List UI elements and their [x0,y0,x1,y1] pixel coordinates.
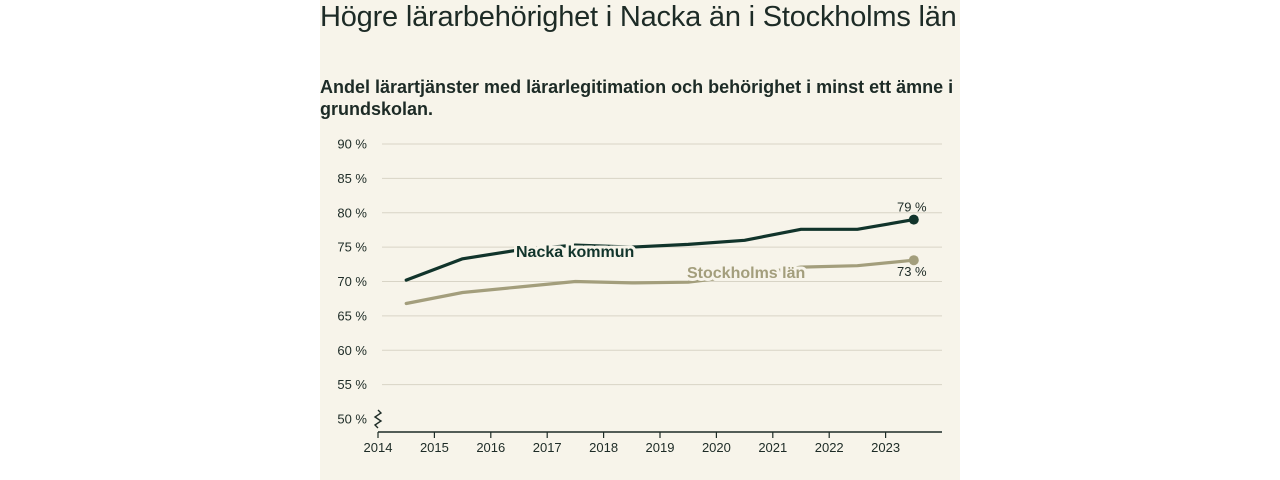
end-marker-nacka [908,214,919,225]
x-tick-label: 2020 [702,440,731,455]
axis-break-icon [373,409,383,429]
y-tick-label: 90 % [337,137,367,152]
x-tick-label: 2023 [871,440,900,455]
end-marker-stockholm [908,255,919,266]
series-line-stockholm [404,258,916,306]
x-tick-label: 2019 [646,440,675,455]
x-tick-label: 2014 [364,440,393,455]
chart-subtitle: Andel lärartjänster med lärarlegitimatio… [320,77,954,119]
x-tick-label: 2016 [476,440,505,455]
y-tick-label: 65 % [337,308,367,323]
line-chart: 50 % 55 % 60 % 65 % 70 % 75 % 80 % 85 % 90 % 2014… [337,137,942,455]
series-label-nacka: Nacka kommun [516,244,634,261]
chart-card: Högre lärarbehörighet i Nacka än i Stock… [320,0,960,480]
y-tick-label: 70 % [337,274,367,289]
series-label-stockholm: Stockholms län [687,265,805,282]
y-tick-label: 85 % [337,171,367,186]
y-tick-label: 50 % [337,412,367,427]
series-line-nacka [404,218,916,282]
x-tick-label: 2022 [815,440,844,455]
x-tick-label: 2021 [758,440,787,455]
y-tick-label: 75 % [337,240,367,255]
y-tick-label: 60 % [337,343,367,358]
end-label-nacka: 79 % [897,200,927,215]
x-tick-label: 2018 [589,440,618,455]
x-tick-label: 2017 [533,440,562,455]
y-tick-label: 80 % [337,205,367,220]
end-label-stockholm: 73 % [897,264,927,279]
y-tick-label: 55 % [337,377,367,392]
x-tick-label: 2015 [420,440,449,455]
chart-title: Högre lärarbehörighet i Nacka än i Stock… [320,1,957,33]
